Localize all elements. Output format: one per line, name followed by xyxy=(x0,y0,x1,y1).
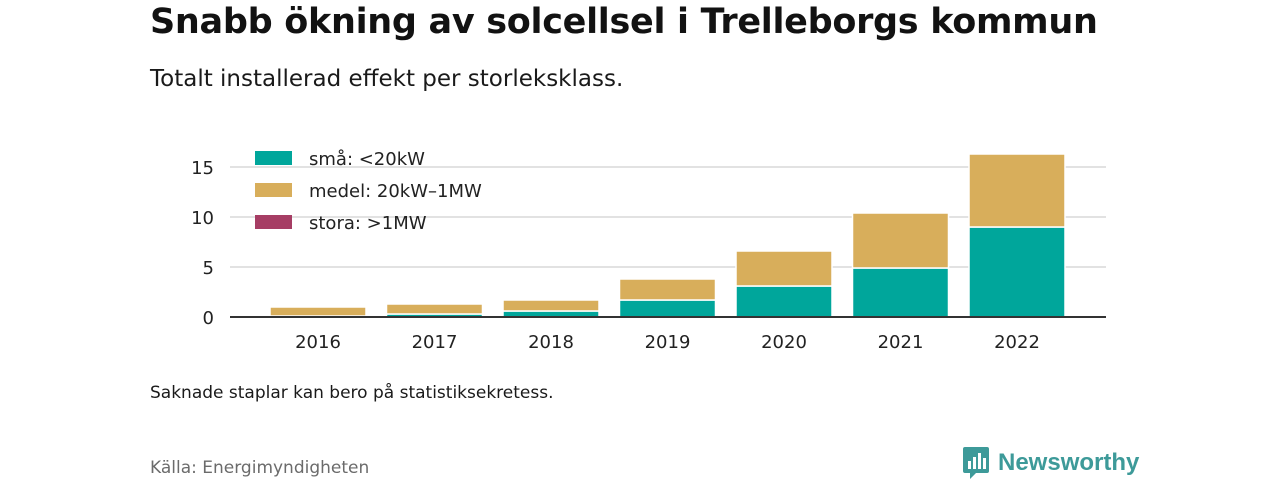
x-tick-labels: 2016 2017 2018 2019 2020 2021 2022 xyxy=(295,332,1040,353)
bars xyxy=(269,153,1066,318)
stacked-bar-chart: 0 5 10 15 2016 2017 2018 2019 2020 2021 2022 små:… xyxy=(191,149,1106,353)
legend: små: <20kW medel: 20kW–1MW stora: >1MW xyxy=(255,149,482,234)
newsworthy-logo-icon xyxy=(963,447,989,479)
bar-2019-series-1 xyxy=(618,278,717,301)
chart-subtitle: Totalt installerad effekt per storlekskl… xyxy=(150,66,624,92)
legend-label-2: stora: >1MW xyxy=(309,213,427,234)
y-tick-label: 5 xyxy=(203,258,214,279)
x-tick-label: 2018 xyxy=(528,332,574,353)
legend-swatch-1 xyxy=(255,183,292,197)
bar-2021-series-0 xyxy=(851,267,950,318)
legend-swatch-0 xyxy=(255,151,292,165)
x-tick-label: 2021 xyxy=(878,332,924,353)
bar-2018-series-1 xyxy=(502,299,600,312)
gridlines xyxy=(230,166,1106,268)
legend-label-0: små: <20kW xyxy=(309,149,425,170)
y-tick-label: 10 xyxy=(191,208,214,229)
x-tick-label: 2016 xyxy=(295,332,341,353)
x-tick-label: 2020 xyxy=(761,332,807,353)
x-tick-label: 2019 xyxy=(645,332,691,353)
footnote: Saknade staplar kan bero på statistiksek… xyxy=(150,383,554,403)
bar-2020-series-0 xyxy=(735,285,833,318)
bar-2022-series-0 xyxy=(968,226,1066,318)
bar-2016-series-1 xyxy=(269,306,367,317)
bar-2020-series-1 xyxy=(735,250,833,287)
brand-name: Newsworthy xyxy=(998,449,1140,476)
y-tick-labels: 0 5 10 15 xyxy=(191,158,214,329)
bar-2021-series-1 xyxy=(851,212,950,269)
y-tick-label: 0 xyxy=(203,308,214,329)
x-tick-label: 2022 xyxy=(994,332,1040,353)
bar-2019-series-0 xyxy=(618,299,717,318)
chart-title: Snabb ökning av solcellsel i Trelleborgs… xyxy=(150,2,1098,42)
bar-2017-series-1 xyxy=(385,303,484,315)
bar-2022-series-1 xyxy=(968,153,1066,228)
y-tick-label: 15 xyxy=(191,158,214,179)
source-credit: Källa: Energimyndigheten xyxy=(150,458,370,478)
legend-label-1: medel: 20kW–1MW xyxy=(309,181,482,202)
brand-logo[interactable]: Newsworthy xyxy=(962,446,1139,480)
x-tick-label: 2017 xyxy=(412,332,458,353)
legend-swatch-2 xyxy=(255,215,292,229)
